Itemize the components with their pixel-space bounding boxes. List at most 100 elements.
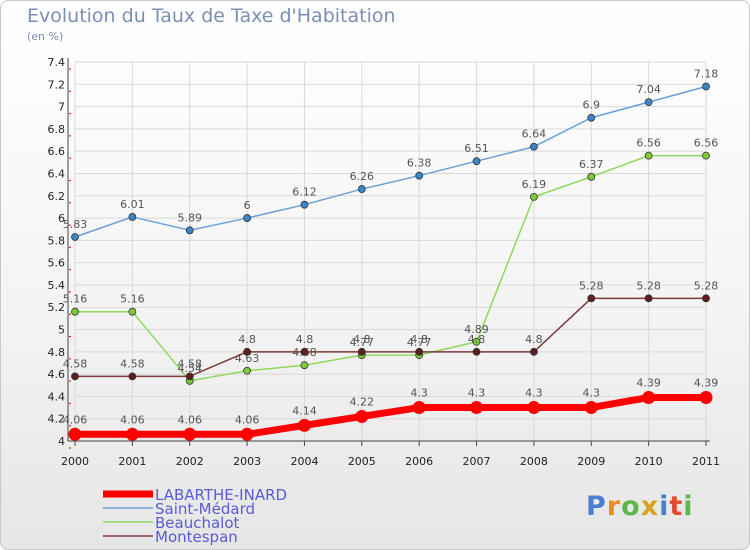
data-label: 5.28 — [579, 279, 604, 292]
data-point — [412, 401, 426, 415]
legend: LABARTHE-INARDSaint-MédardBeauchalotMont… — [103, 486, 287, 546]
legend-label: Beauchalot — [155, 514, 240, 532]
data-label: 4.14 — [292, 404, 317, 417]
data-point — [128, 213, 137, 221]
data-label: 4.58 — [177, 357, 202, 370]
data-point — [644, 151, 653, 160]
y-tick-label: 5.6 — [48, 257, 66, 270]
data-point — [699, 391, 713, 405]
logo-letter: o — [621, 491, 641, 522]
series-layer: 5.83 6.01 5.89 6 6.12 6.26 6.38 6.51 6.64 6.9 7.04… — [63, 68, 719, 441]
logo-letter: t — [669, 491, 684, 522]
data-label: 4.06 — [63, 413, 88, 426]
data-label: 6.37 — [579, 158, 604, 171]
data-label: 6 — [244, 199, 251, 212]
data-label: 4.06 — [235, 413, 260, 426]
data-label: 6.56 — [694, 137, 719, 150]
data-point — [527, 401, 541, 415]
x-tick-label: 2009 — [577, 455, 605, 468]
data-point — [530, 142, 538, 151]
data-label: 4.3 — [410, 387, 428, 400]
data-label: 4.8 — [238, 333, 256, 346]
series-line — [75, 394, 706, 438]
x-tick-label: 2000 — [61, 455, 89, 468]
data-label: 5.16 — [63, 293, 88, 306]
y-tick-label: 6.8 — [48, 123, 66, 136]
data-point — [71, 372, 79, 381]
legend-label: LABARTHE-INARD — [155, 486, 287, 504]
data-label: 4.3 — [468, 387, 486, 400]
data-point — [128, 372, 137, 381]
data-point — [185, 372, 194, 381]
y-tick-label: 6.4 — [48, 167, 66, 180]
data-point — [357, 185, 366, 193]
x-tick-label: 2007 — [463, 455, 491, 468]
data-point — [68, 427, 82, 441]
data-point — [300, 200, 309, 209]
data-label: 4.8 — [296, 333, 314, 346]
data-label: 6.12 — [292, 186, 317, 199]
data-label: 4.8 — [468, 333, 486, 346]
y-tick-label: 6 — [58, 212, 65, 225]
logo-letter: i — [683, 491, 694, 522]
x-tick-label: 2010 — [635, 455, 663, 468]
data-label: 4.77 — [407, 336, 432, 349]
y-tick-label: 5 — [58, 324, 65, 337]
series-line — [74, 85, 707, 238]
data-point — [415, 171, 424, 180]
logo-letter: P — [586, 491, 607, 522]
data-point — [702, 82, 710, 91]
data-label: 4.58 — [120, 357, 145, 370]
series-montespan: 4.58 4.58 4.58 4.8 4.8 4.8 4.8 4.8 4.8 5.28 5.28 5.… — [63, 279, 718, 381]
series-line — [75, 154, 706, 382]
data-label: 6.64 — [522, 128, 547, 141]
data-label: 6.51 — [464, 142, 489, 155]
y-tick-label: 5.2 — [48, 301, 66, 314]
data-label: 5.16 — [120, 293, 145, 306]
logo-letter: x — [640, 491, 660, 522]
data-point — [300, 347, 309, 356]
data-label: 5.89 — [177, 211, 202, 224]
data-point — [128, 307, 137, 316]
legend-label: Montespan — [155, 528, 238, 546]
chart-title: Evolution du Taux de Taxe d'Habitation — [27, 5, 396, 27]
data-point — [472, 337, 481, 346]
data-label: 4.39 — [694, 377, 719, 390]
x-tick-label: 2002 — [176, 455, 204, 468]
data-label: 4.3 — [525, 387, 543, 400]
y-tick-label: 5.4 — [48, 279, 66, 292]
data-label: 6.38 — [407, 157, 432, 170]
data-point — [587, 294, 596, 303]
y-tick-label: 5.8 — [48, 234, 66, 247]
data-label: 4.06 — [177, 413, 202, 426]
legend-label: Saint-Médard — [155, 500, 255, 518]
data-point — [472, 347, 481, 356]
data-label: 4.77 — [350, 336, 375, 349]
data-point — [240, 427, 254, 441]
data-label: 7.04 — [636, 83, 661, 96]
series-line — [75, 297, 706, 378]
y-tick-label: 7.4 — [48, 56, 66, 69]
data-point — [587, 172, 596, 181]
data-label: 4.8 — [410, 333, 428, 346]
data-point — [297, 418, 311, 432]
data-label: 6.9 — [583, 99, 601, 112]
x-tick-label: 2004 — [290, 455, 318, 468]
data-point — [530, 192, 538, 201]
y-tick-label: 6.6 — [48, 145, 66, 158]
data-point — [587, 113, 596, 122]
y-tick-label: 7 — [58, 101, 65, 114]
y-tick-label: 4.2 — [48, 413, 66, 426]
x-tick-label: 2006 — [405, 455, 433, 468]
data-point — [644, 98, 653, 107]
y-tick-label: 4.6 — [48, 368, 66, 381]
data-point — [702, 151, 710, 160]
data-point — [472, 157, 481, 166]
y-tick-label: 6.2 — [48, 190, 66, 203]
data-label: 6.56 — [636, 137, 661, 150]
data-point — [125, 427, 139, 441]
data-point — [702, 294, 710, 303]
series-labarthe-inard: 4.06 4.06 4.06 4.06 4.14 4.22 4.3 4.3 4.3 4.3 4.39… — [63, 377, 719, 441]
data-point — [357, 347, 366, 356]
